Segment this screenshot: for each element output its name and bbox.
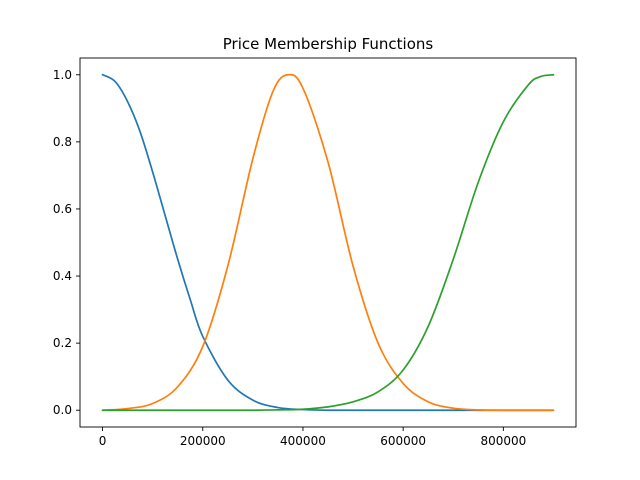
x-tick-label: 0 <box>99 434 107 448</box>
y-tick-label: 0.0 <box>53 403 72 417</box>
series-line-blue <box>101 73 555 412</box>
y-axis-ticks: 0.0 0.2 0.4 0.6 0.8 1.0 <box>53 68 80 417</box>
y-tick-label: 0.6 <box>53 202 72 216</box>
y-tick-label: 0.2 <box>53 336 72 350</box>
chart-title: Price Membership Functions <box>223 35 434 53</box>
x-tick-label: 600000 <box>380 434 426 448</box>
series-layer <box>101 73 555 412</box>
y-tick-label: 0.8 <box>53 135 72 149</box>
x-tick-label: 800000 <box>480 434 526 448</box>
y-tick-label: 1.0 <box>53 68 72 82</box>
x-axis-ticks: 0 200000 400000 600000 800000 <box>99 427 526 448</box>
y-tick-label: 0.4 <box>53 269 72 283</box>
series-line-orange <box>101 73 555 412</box>
plot-area-frame <box>79 57 577 428</box>
series-line-green <box>101 73 555 412</box>
x-tick-label: 200000 <box>180 434 226 448</box>
x-tick-label: 400000 <box>280 434 326 448</box>
